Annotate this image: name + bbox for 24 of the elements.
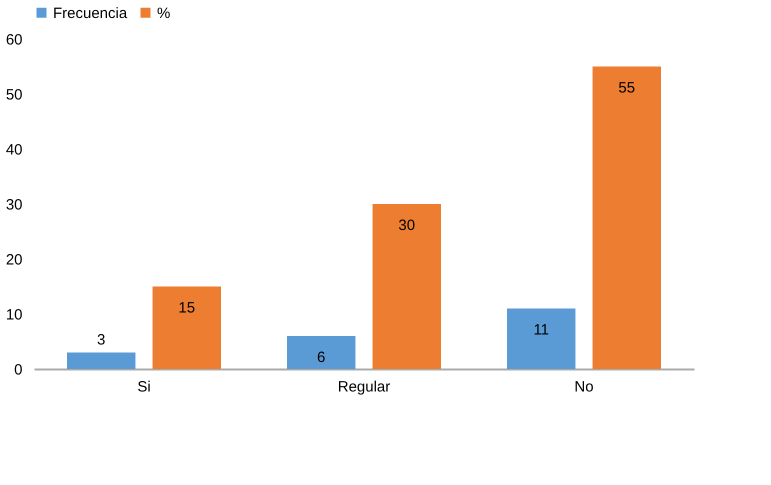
bar	[507, 308, 576, 369]
x-tick-label: Si	[137, 378, 151, 396]
data-label: 3	[97, 332, 106, 348]
x-tick-label: Regular	[338, 378, 390, 396]
y-tick-label: 50	[6, 86, 22, 104]
data-label: 11	[533, 322, 550, 338]
y-tick-label: 60	[6, 32, 22, 48]
data-label: 6	[317, 349, 326, 366]
y-tick-label: 30	[6, 196, 22, 214]
y-tick-label: 20	[6, 252, 22, 268]
bar	[287, 336, 356, 369]
data-label: 30	[398, 217, 416, 234]
data-label: 15	[178, 300, 196, 316]
bar	[372, 204, 441, 369]
bar	[592, 66, 661, 369]
data-label: 55	[618, 80, 636, 96]
y-tick-label: 10	[6, 306, 22, 324]
bar	[152, 286, 221, 369]
x-tick-label: No	[574, 378, 594, 396]
y-tick-label: 0	[14, 362, 22, 378]
legend-label: Frecuencia	[53, 4, 128, 22]
y-tick-label: 40	[6, 142, 22, 158]
legend-label: %	[157, 4, 170, 22]
bar	[67, 352, 136, 369]
